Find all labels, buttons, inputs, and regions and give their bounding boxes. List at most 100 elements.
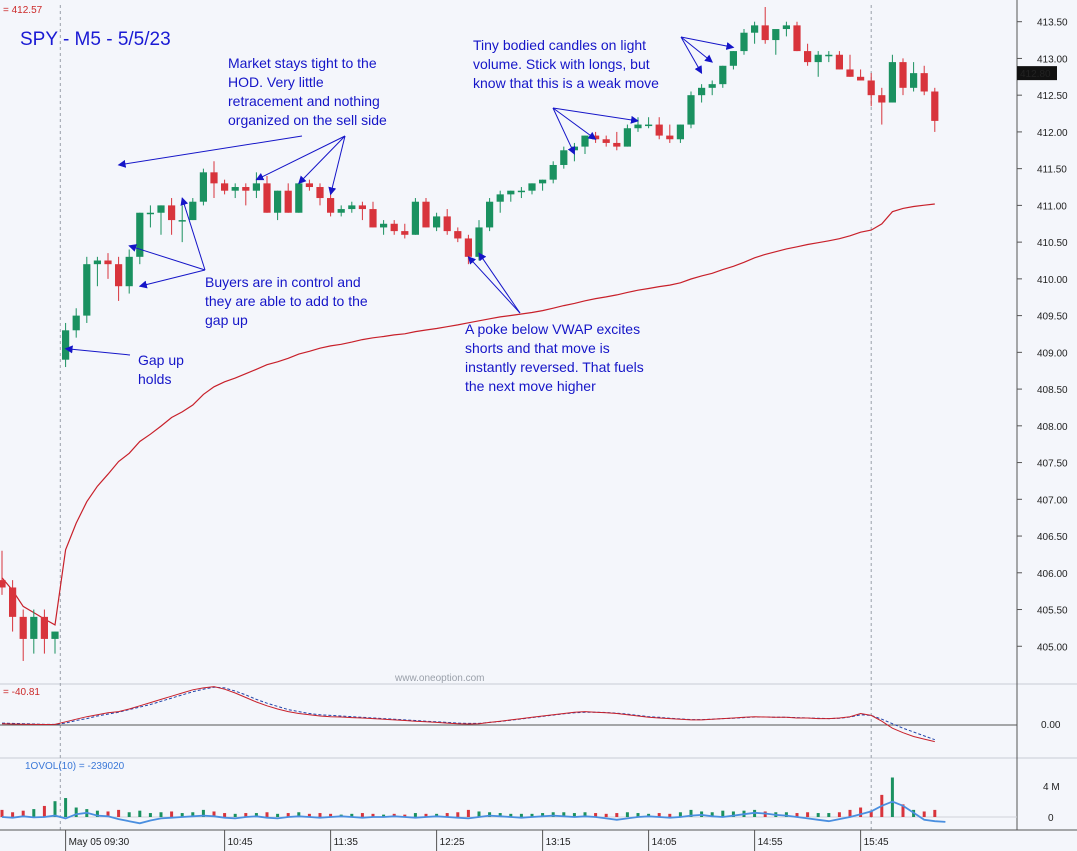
top-left-value: = 412.57 [3, 5, 43, 16]
candle [40, 609, 48, 654]
volume-bar [721, 810, 725, 817]
volume-bar [413, 813, 417, 817]
candle [231, 183, 239, 199]
candle-body [920, 73, 928, 92]
candle-body [698, 87, 706, 96]
candle [740, 29, 748, 55]
candle [104, 253, 112, 279]
candle [835, 51, 843, 70]
candle [348, 201, 356, 213]
candle [168, 198, 176, 235]
candle [698, 84, 706, 103]
price-tick-label: 410.00 [1037, 275, 1068, 286]
annotation-arrow [128, 244, 206, 271]
volume-bar [859, 807, 863, 817]
candle-body [729, 51, 737, 66]
candle [178, 205, 186, 243]
candle-body [507, 190, 515, 195]
volume-bar [466, 809, 470, 817]
candle-body [751, 25, 759, 33]
annotation-text: HOD. Very little [228, 74, 324, 90]
candle [115, 256, 123, 301]
time-tick-label: 14:05 [652, 837, 677, 848]
volume-bar [297, 812, 301, 817]
candle-body [581, 135, 589, 147]
candle-body [910, 73, 918, 88]
candle [857, 69, 865, 81]
candle-body [369, 209, 377, 228]
annotation-text: organized on the sell side [228, 112, 387, 128]
candle [295, 183, 303, 213]
candle-body [825, 54, 833, 57]
candle-body [358, 205, 366, 210]
volume-bar [837, 812, 841, 817]
candle-body [782, 25, 790, 30]
candle [719, 65, 727, 88]
vwap-line [1, 203, 935, 626]
candle-body [708, 84, 716, 88]
volume-bar [848, 809, 852, 817]
annotation: Tiny bodied candles on light volume. Stic… [473, 36, 735, 155]
price-tick-label: 407.50 [1037, 459, 1068, 470]
volume-bar [212, 811, 216, 817]
candle-body [115, 264, 123, 287]
candle-body [210, 172, 218, 184]
candle [30, 609, 38, 654]
candle [9, 580, 17, 632]
candle-body [676, 124, 684, 140]
annotation-arrow [478, 252, 521, 314]
candle-body [645, 124, 653, 127]
candle [62, 322, 70, 368]
candle-body [199, 172, 207, 202]
candle-body [83, 264, 91, 316]
candle-body [899, 62, 907, 88]
candle-body [305, 183, 313, 188]
volume-bar [922, 811, 926, 817]
volume-bar [329, 813, 333, 817]
price-tick-label: 407.00 [1037, 495, 1068, 506]
candle-body [125, 256, 133, 287]
candle-body [337, 209, 345, 213]
candle-body [539, 179, 547, 184]
volume-bar [64, 798, 68, 817]
volume-bar [265, 812, 269, 817]
oscillator-value: = -40.81 [3, 687, 40, 698]
candle [772, 29, 780, 55]
annotation-text: they are able to add to the [205, 293, 368, 309]
candle-body [136, 212, 144, 257]
candle-body [666, 135, 674, 140]
candle [687, 91, 695, 129]
price-tick-label: 410.50 [1037, 238, 1068, 249]
candle [623, 124, 631, 147]
volume-bar [636, 813, 640, 817]
annotation-text: volume. Stick with longs, but [473, 56, 650, 72]
candle [358, 201, 366, 221]
candle-body [242, 187, 250, 191]
candle [83, 256, 91, 323]
candle-body [263, 183, 271, 213]
candle [284, 183, 292, 213]
candle-body [40, 616, 48, 639]
volume-bar [403, 814, 407, 817]
volume-bar [254, 813, 258, 817]
candle [157, 205, 165, 235]
candle-body [804, 51, 812, 63]
volume-bar [74, 807, 78, 817]
candle [867, 73, 875, 107]
price-tick-label: 413.00 [1037, 54, 1068, 65]
price-tick-label: 413.50 [1037, 18, 1068, 29]
time-tick-label: 13:15 [546, 837, 571, 848]
annotation-text: A poke below VWAP excites [465, 321, 640, 337]
candle-body [51, 631, 59, 639]
volume-bar [806, 812, 810, 817]
candle [189, 198, 197, 221]
volume-bar [138, 810, 142, 817]
annotation-text: Gap up [138, 352, 184, 368]
candle-body [252, 183, 260, 191]
candle [751, 21, 759, 44]
volume-bar [424, 813, 428, 817]
candle [676, 124, 684, 143]
volume-bar [816, 813, 820, 817]
candle [581, 135, 589, 154]
